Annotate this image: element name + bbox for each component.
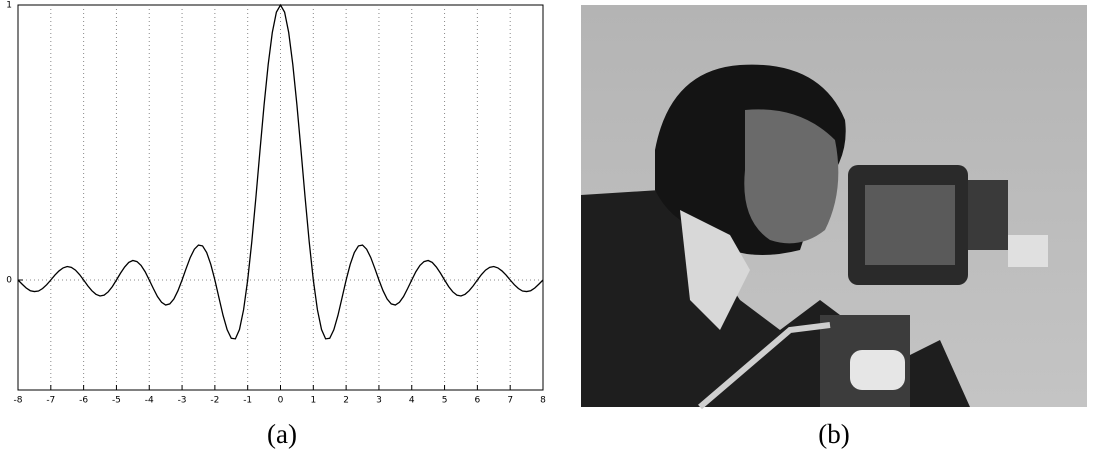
- x-tick-label: 1: [310, 396, 316, 406]
- x-tick-label: 8: [540, 396, 546, 406]
- line: [17, 3, 544, 340]
- x-tick-label: -6: [79, 396, 88, 406]
- x-tick-label: 6: [475, 396, 481, 406]
- photo: [581, 5, 1087, 410]
- x-tick-label: -4: [145, 396, 154, 406]
- x-tick-label: 7: [507, 396, 513, 406]
- x-tick-label: 3: [376, 396, 382, 406]
- x-tick-label: 4: [409, 396, 415, 406]
- x-tick-label: -7: [46, 396, 55, 406]
- x-tick-label: -5: [112, 396, 121, 406]
- caption: (b): [818, 419, 849, 449]
- y-tick-label: 1: [6, 1, 12, 11]
- y-tick-label: 0: [6, 276, 12, 286]
- x-tick-label: 2: [343, 396, 349, 406]
- x-tick-label: -1: [243, 396, 252, 406]
- x-tick-label: 0: [278, 396, 284, 406]
- x-tick-label: -3: [178, 396, 187, 406]
- x-tick-label: -2: [210, 396, 219, 406]
- x-tick-label: -8: [14, 396, 23, 406]
- caption: (a): [267, 419, 297, 449]
- x-tick-label: 5: [442, 396, 448, 406]
